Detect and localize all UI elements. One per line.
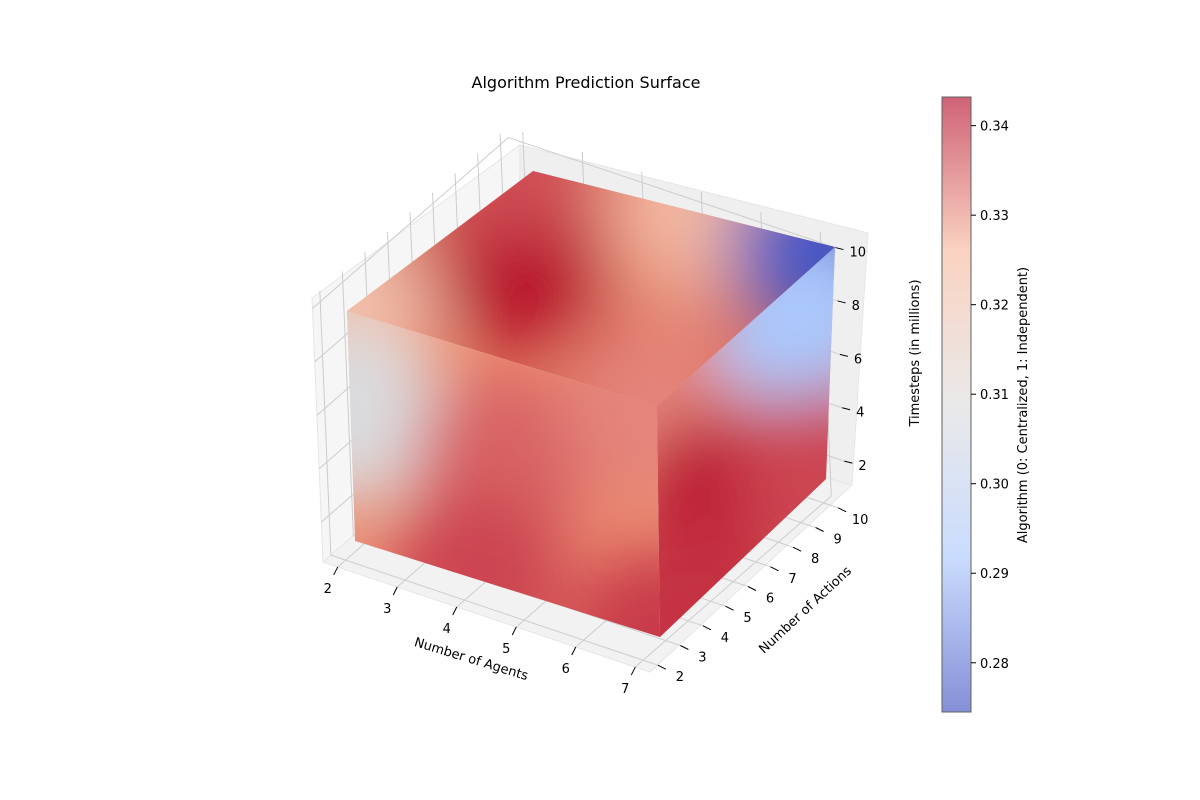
y-tick-label: 5	[743, 611, 751, 626]
x-tick-label: 4	[443, 622, 451, 637]
colorbar-tick-label: 0.32	[980, 299, 1009, 314]
y-tick-label: 8	[811, 552, 819, 567]
z-grid-left	[312, 137, 509, 309]
prediction-volume	[347, 171, 835, 637]
y-tick-label: 6	[766, 592, 774, 607]
z-tick-label: 8	[852, 299, 860, 314]
y-tick-label: 2	[676, 670, 684, 685]
x-tick-mark	[630, 666, 636, 676]
x-tick-mark	[392, 586, 398, 596]
y-axis-label: Number of Actions	[756, 564, 855, 657]
colorbar-tick-label: 0.28	[980, 657, 1009, 672]
x-tick-mark	[333, 566, 339, 576]
y-tick-mark	[680, 645, 689, 650]
front-face-value-4	[570, 547, 660, 637]
colorbar-tick-label: 0.31	[980, 388, 1009, 403]
y-tick-label: 4	[721, 631, 729, 646]
colorbar-gradient	[941, 96, 972, 713]
z-tick-label: 4	[856, 406, 864, 421]
colorbar-tick-label: 0.34	[980, 120, 1009, 135]
y-grid-left	[341, 271, 354, 536]
y-tick-mark	[657, 664, 667, 670]
x-tick-mark	[511, 626, 517, 636]
x-tick-label: 3	[383, 602, 391, 617]
colorbar-tick-label: 0.33	[980, 209, 1009, 224]
y-tick-mark	[770, 566, 779, 572]
z-tick-mark	[837, 300, 846, 304]
x-tick-mark	[452, 606, 458, 616]
z-axis-label: Timesteps (in millions)	[908, 279, 923, 427]
x-tick-label: 6	[562, 662, 570, 677]
y-tick-label: 9	[833, 533, 841, 548]
y-tick-mark	[815, 527, 824, 532]
x-tick-label: 7	[621, 682, 629, 697]
side-face-value-4	[657, 527, 771, 637]
colorbar: 0.28 0.29 0.30 0.31 0.32 0.33 0.34 Algorithm (…	[941, 96, 1031, 713]
x-axis-label: Number of Agents	[412, 635, 530, 684]
y-tick-label: 3	[698, 650, 706, 665]
x-tick-mark	[571, 646, 577, 656]
y-tick-label: 10	[852, 513, 869, 528]
y-tick-mark	[702, 625, 712, 631]
colorbar-tick-label: 0.29	[980, 567, 1009, 582]
y-tick-mark	[792, 546, 802, 552]
z-tick-mark	[844, 460, 853, 464]
colorbar-tick-label: 0.30	[980, 478, 1009, 493]
z-tick-label: 6	[854, 352, 862, 367]
x-tick-label: 2	[324, 582, 332, 597]
top-face-value-2	[562, 317, 742, 406]
y-grid-left	[319, 291, 332, 556]
y-tick-label: 7	[788, 572, 796, 587]
y-grid-floor	[330, 554, 658, 666]
z-tick-label: 2	[858, 459, 866, 474]
y-tick-mark	[725, 605, 734, 611]
colorbar-ticks: 0.28 0.29 0.30 0.31 0.32 0.33 0.34	[971, 120, 1009, 672]
z-tick-mark	[839, 353, 849, 357]
colorbar-label: Algorithm (0: Centralized, 1: Independen…	[1016, 267, 1031, 543]
y-tick-mark	[747, 586, 757, 591]
z-grid-back	[508, 137, 836, 249]
chart-title: Algorithm Prediction Surface	[472, 73, 701, 92]
x-tick-label: 5	[502, 642, 510, 657]
y-tick-mark	[837, 507, 847, 513]
z-tick-label: 10	[849, 246, 866, 261]
z-tick-mark	[835, 247, 844, 251]
z-tick-mark	[841, 407, 851, 411]
